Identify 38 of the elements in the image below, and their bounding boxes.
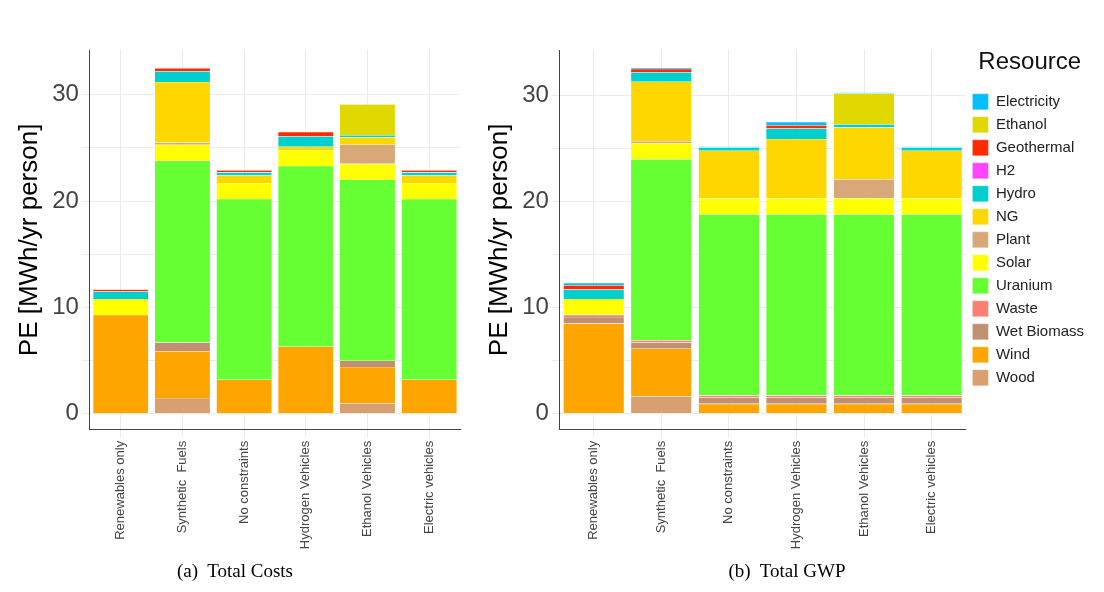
y-axis-title: PE [MWh/yr person] [12, 123, 43, 357]
legend-label: Waste [995, 298, 1038, 316]
x-tick-label: Renewables only [585, 440, 601, 540]
legend-label: Wood [995, 367, 1035, 385]
x-tick-label: Hydrogen Vehicles [788, 440, 804, 550]
x-tick-label: Electric vehicles [420, 440, 436, 534]
legend-label: Wet Biomass [995, 321, 1085, 339]
x-tick-label: Renewables only [112, 440, 128, 540]
legend-label: H2 [995, 160, 1016, 178]
x-tick-label: Synthetic Fuels [652, 440, 668, 534]
legend-label: Solar [995, 252, 1031, 270]
y-tick-label: 10 [52, 292, 79, 320]
legend-label: Ethanol [995, 114, 1047, 132]
x-tick-label: Synthetic Fuels [174, 440, 189, 534]
y-tick-label: 20 [52, 185, 79, 213]
x-tick-label: Ethanol Vehicles [855, 440, 871, 537]
x-tick-label: Electric vehicles [923, 440, 939, 534]
y-tick-label: 20 [522, 186, 549, 214]
text: (a) Total Costs [176, 559, 294, 582]
legend-label: Plant [995, 229, 1031, 247]
x-tick-label: No constraints [235, 440, 251, 524]
x-tick-label: Hydrogen Vehicles [297, 440, 313, 550]
y-tick-label: 30 [522, 80, 549, 108]
y-tick-label: 10 [522, 292, 549, 320]
legend-label: Wind [995, 344, 1031, 362]
x-tick-label: Ethanol Vehicles [359, 440, 375, 537]
legend-label: Hydro [995, 183, 1036, 201]
legend-label: Electricity [995, 91, 1061, 109]
legend-label: Uranium [995, 275, 1053, 293]
y-axis-title: PE [MWh/yr person] [482, 123, 513, 357]
y-tick-label: 30 [52, 79, 79, 107]
text: (b) Total GWP [728, 559, 846, 582]
legend-label: Geothermal [995, 137, 1075, 155]
y-tick-label: 0 [535, 398, 549, 426]
x-tick-label: No constraints [720, 440, 736, 524]
legend-title: Resource [978, 46, 1082, 74]
y-tick-label: 0 [65, 398, 79, 426]
legend-label: NG [995, 206, 1019, 224]
